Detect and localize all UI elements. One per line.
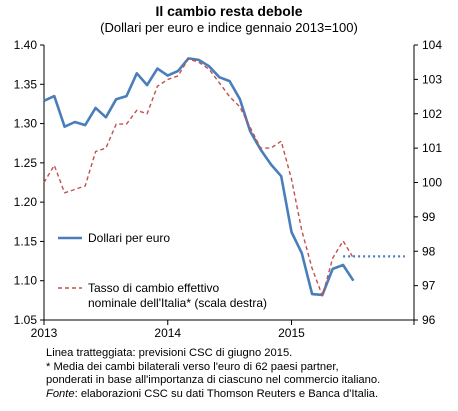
note-line: Fonte: elaborazioni CSC su dati Thomson …: [46, 388, 456, 402]
x-tick-label: 2014: [154, 326, 181, 340]
y-right-tick-label: 99: [422, 210, 436, 224]
y-right-tick-label: 100: [422, 176, 442, 190]
y-right-tick-label: 96: [422, 313, 436, 327]
y-right-tick-label: 103: [422, 72, 442, 86]
note-text: ponderati in base all'importanza di cias…: [46, 374, 381, 387]
y-left-tick-label: 1.05: [14, 313, 38, 327]
note-text: * Media dei cambi bilaterali verso l'eur…: [46, 360, 339, 373]
y-left-tick-label: 1.15: [14, 234, 38, 248]
x-tick-label: 2013: [31, 326, 58, 340]
y-left-tick-label: 1.20: [14, 195, 38, 209]
y-left-tick-label: 1.30: [14, 117, 38, 131]
y-right-tick-label: 104: [422, 38, 442, 52]
legend-label: Tasso di cambio effettivo: [88, 281, 220, 295]
x-tick-label: 2015: [278, 326, 305, 340]
y-right-tick-label: 102: [422, 107, 442, 121]
note-text: Linea tratteggiata: previsioni CSC di gi…: [46, 347, 293, 359]
y-left-tick-label: 1.10: [14, 274, 38, 288]
legend-label: nominale dell'Italia* (scala destra): [88, 296, 267, 310]
y-left-tick-label: 1.35: [14, 77, 38, 91]
chart-axes: 1.05 1.10 1.15 1.20 1.25 1.30 1.35 1.40 96 97 98 99…: [14, 38, 443, 340]
y-left-tick-label: 1.40: [14, 38, 38, 52]
series-line-dashed: [43, 58, 355, 297]
note-line: * Media dei cambi bilaterali verso l'eur…: [46, 361, 456, 375]
note-line: Linea tratteggiata: previsioni CSC di gi…: [46, 347, 456, 361]
series-line-solid: [43, 57, 355, 297]
chart-notes: Linea tratteggiata: previsioni CSC di gi…: [46, 347, 456, 401]
y-left-tick-label: 1.25: [14, 156, 38, 170]
note-line: ponderati in base all'importanza di cias…: [46, 374, 456, 388]
chart-legend: Dollari per euro Tasso di cambio effettiv…: [58, 231, 267, 310]
y-right-tick-label: 97: [422, 279, 436, 293]
line-chart: 1.05 1.10 1.15 1.20 1.25 1.30 1.35 1.40 96 97 98 99…: [14, 38, 443, 340]
chart-series: [43, 57, 405, 297]
y-right-tick-label: 101: [422, 141, 442, 155]
chart-subtitle: (Dollari per euro e indice gennaio 2013=…: [100, 20, 358, 35]
chart-title: Il cambio resta debole: [155, 3, 303, 19]
source-label: Fonte: [46, 387, 75, 400]
y-right-tick-label: 98: [422, 244, 436, 258]
legend-label: Dollari per euro: [88, 231, 170, 245]
note-text: : elaborazioni CSC su dati Thomson Reute…: [74, 387, 379, 400]
